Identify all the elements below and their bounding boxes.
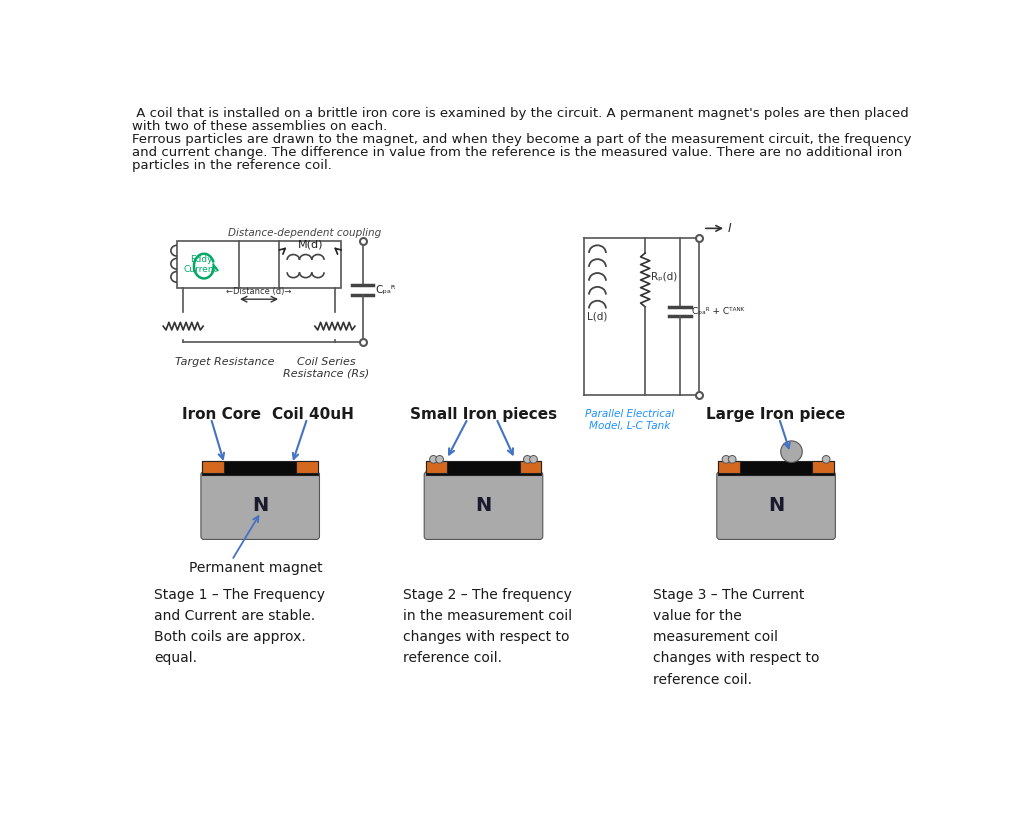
Text: Cₚₐᴿ + Cᵀᴬᴺᴷ: Cₚₐᴿ + Cᵀᴬᴺᴷ — [693, 307, 744, 316]
Text: Cₚₐᴿ: Cₚₐᴿ — [375, 285, 395, 295]
Text: A coil that is installed on a brittle iron core is examined by the circuit. A pe: A coil that is installed on a brittle ir… — [133, 106, 910, 120]
Text: M(d): M(d) — [297, 239, 323, 249]
Bar — [426, 461, 447, 474]
Circle shape — [728, 455, 736, 463]
Circle shape — [529, 455, 537, 463]
Text: Coil Series
Resistance (Rs): Coil Series Resistance (Rs) — [283, 357, 369, 379]
Circle shape — [430, 455, 437, 463]
Bar — [203, 461, 224, 474]
Text: Stage 2 – The frequency
in the measurement coil
changes with respect to
referenc: Stage 2 – The frequency in the measureme… — [403, 588, 572, 666]
Bar — [296, 461, 318, 474]
Text: Parallel Electrical
Model, L-C Tank: Parallel Electrical Model, L-C Tank — [585, 409, 674, 431]
Text: I: I — [728, 222, 731, 235]
Circle shape — [781, 441, 802, 463]
Bar — [280, 242, 341, 288]
Circle shape — [722, 455, 730, 463]
Bar — [718, 461, 740, 474]
FancyBboxPatch shape — [424, 472, 542, 540]
Text: Distance-dependent coupling: Distance-dependent coupling — [228, 228, 381, 238]
Bar — [177, 242, 238, 288]
Text: Ferrous particles are drawn to the magnet, and when they become a part of the me: Ferrous particles are drawn to the magne… — [133, 133, 912, 146]
Circle shape — [523, 455, 531, 463]
Text: particles in the reference coil.: particles in the reference coil. — [133, 159, 333, 172]
Text: Rₚ(d): Rₚ(d) — [651, 271, 677, 281]
Text: Eddy
Current: Eddy Current — [184, 255, 218, 274]
Text: N: N — [476, 496, 492, 515]
Text: L(d): L(d) — [587, 311, 607, 321]
Text: Iron Core: Iron Core — [182, 407, 261, 422]
FancyBboxPatch shape — [201, 472, 319, 540]
Bar — [203, 461, 318, 474]
Bar — [519, 461, 541, 474]
Text: Stage 1 – The Frequency
and Current are stable.
Both coils are approx.
equal.: Stage 1 – The Frequency and Current are … — [154, 588, 324, 666]
Text: ←Distance (d)→: ←Distance (d)→ — [226, 287, 292, 296]
Bar — [812, 461, 834, 474]
FancyBboxPatch shape — [717, 472, 836, 540]
Text: Stage 3 – The Current
value for the
measurement coil
changes with respect to
ref: Stage 3 – The Current value for the meas… — [653, 588, 819, 686]
Bar — [426, 461, 541, 474]
Circle shape — [822, 455, 830, 463]
Text: and current change. The difference in value from the reference is the measured v: and current change. The difference in va… — [133, 146, 902, 159]
Text: Permanent magnet: Permanent magnet — [190, 561, 323, 575]
Bar — [718, 461, 834, 474]
Text: N: N — [252, 496, 269, 515]
Text: Target Resistance: Target Resistance — [175, 357, 275, 367]
Text: N: N — [768, 496, 784, 515]
Text: Large Iron piece: Large Iron piece — [707, 407, 846, 422]
Text: with two of these assemblies on each.: with two of these assemblies on each. — [133, 120, 387, 133]
Text: Small Iron pieces: Small Iron pieces — [410, 407, 557, 422]
Circle shape — [436, 455, 443, 463]
Text: Coil 40uH: Coil 40uH — [272, 407, 354, 422]
